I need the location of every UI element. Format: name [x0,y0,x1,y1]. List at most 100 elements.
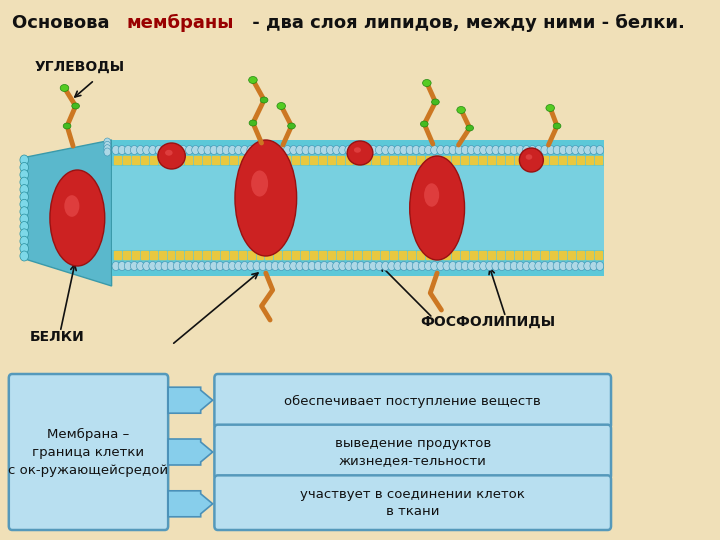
Bar [185,251,192,259]
Circle shape [235,145,242,154]
Bar [417,251,423,259]
Circle shape [20,199,29,210]
Circle shape [394,145,402,154]
Circle shape [504,261,512,271]
Bar [168,156,174,164]
Circle shape [357,261,365,271]
Circle shape [277,145,285,154]
Bar [559,251,566,259]
Ellipse shape [50,170,104,266]
Bar [266,251,272,259]
Circle shape [289,261,297,271]
Circle shape [161,145,168,154]
Bar [310,251,317,259]
Circle shape [351,145,359,154]
Circle shape [382,145,390,154]
Bar [390,251,397,259]
Bar [505,251,513,259]
Bar [515,156,521,164]
Circle shape [351,261,359,271]
Bar [399,251,406,259]
Circle shape [443,261,451,271]
Circle shape [161,261,168,271]
Circle shape [455,145,463,154]
Bar [132,251,139,259]
Circle shape [210,145,217,154]
Bar [123,251,130,259]
Circle shape [572,145,580,154]
Circle shape [400,145,408,154]
Circle shape [204,261,212,271]
Circle shape [271,145,279,154]
Text: - два слоя липидов, между ними - белки.: - два слоя липидов, между ними - белки. [246,14,685,32]
Bar [390,156,397,164]
Circle shape [541,145,549,154]
Ellipse shape [60,84,69,91]
Circle shape [265,145,273,154]
Bar [577,251,584,259]
Polygon shape [168,491,212,517]
Bar [274,251,282,259]
Bar [399,156,406,164]
Bar [408,251,415,259]
Bar [150,251,157,259]
Bar [497,156,504,164]
Circle shape [388,145,395,154]
Text: Мембрана –
граница клетки
с ок-ружающейсредой: Мембрана – граница клетки с ок-ружающейс… [9,428,168,476]
Circle shape [198,261,205,271]
Circle shape [596,145,604,154]
Bar [114,156,121,164]
Circle shape [382,261,390,271]
Circle shape [216,145,224,154]
Ellipse shape [72,103,79,109]
Bar [381,251,388,259]
Circle shape [216,261,224,271]
Circle shape [559,261,567,271]
Circle shape [474,145,481,154]
Bar [505,156,513,164]
Circle shape [474,261,481,271]
Circle shape [418,261,426,271]
Circle shape [149,261,156,271]
Circle shape [20,207,29,217]
Circle shape [179,145,187,154]
Bar [479,156,486,164]
Circle shape [118,261,126,271]
Ellipse shape [63,123,71,129]
Circle shape [400,261,408,271]
FancyBboxPatch shape [215,424,611,480]
Circle shape [284,145,292,154]
Circle shape [431,145,438,154]
FancyBboxPatch shape [215,475,611,530]
Bar [328,156,335,164]
Bar [354,251,361,259]
Circle shape [516,145,524,154]
Bar [568,156,575,164]
Bar [559,156,566,164]
Circle shape [596,261,604,271]
Circle shape [204,145,212,154]
Circle shape [345,145,353,154]
Circle shape [528,261,536,271]
Bar [158,156,166,164]
Bar [248,251,254,259]
Circle shape [462,145,469,154]
Circle shape [590,145,598,154]
Circle shape [357,145,365,154]
Circle shape [137,145,144,154]
Circle shape [20,251,29,261]
Ellipse shape [288,123,295,129]
Bar [274,156,282,164]
Bar [301,156,308,164]
Circle shape [388,261,395,271]
Text: мембраны: мембраны [127,14,235,32]
Ellipse shape [248,77,257,84]
Bar [523,251,531,259]
Bar [452,251,459,259]
Circle shape [253,145,261,154]
Text: участвует в соединении клеток
в ткани: участвует в соединении клеток в ткани [300,488,525,518]
Circle shape [302,261,310,271]
Bar [577,156,584,164]
Ellipse shape [235,140,297,256]
Ellipse shape [64,195,79,217]
